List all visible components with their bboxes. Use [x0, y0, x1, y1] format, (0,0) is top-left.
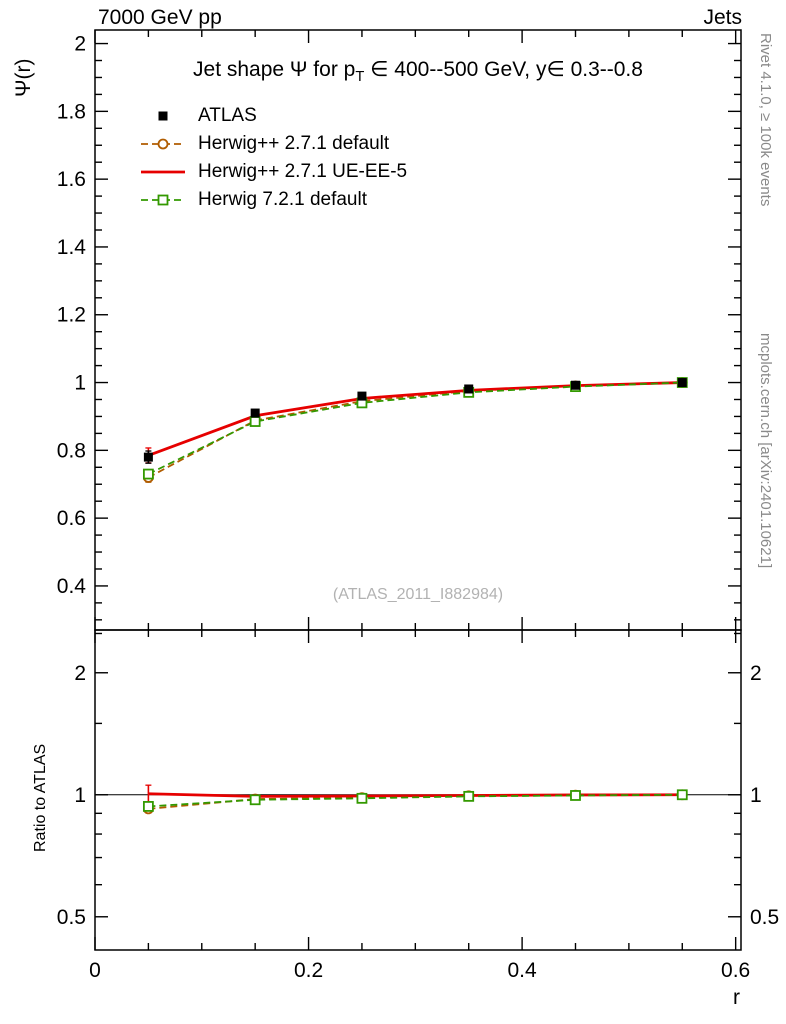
- legend-item-herwig-2-7-1-default: Herwig++ 2.7.1 default: [140, 132, 407, 156]
- mcplots-banner: mcplots.cern.ch [arXiv:2401.10621]: [757, 333, 774, 569]
- series-line-herwig-7-2-1-default: [147, 381, 683, 475]
- plot-title-subscript: T: [355, 69, 365, 86]
- legend: ATLAS Herwig++ 2.7.1 default Herwig++ 2.7.…: [140, 104, 407, 212]
- plot-title-rest: ∈ 400--500 GeV, y∈ 0.3--0.8: [364, 58, 643, 81]
- main-y-tick-label: 2: [74, 33, 86, 56]
- y-axis-label-main: Ψ(r): [12, 58, 35, 97]
- axes: 0.4 0.6 0.8 1 1.2 1.4 1.6 1.8 2 0.5 0.5 1 1 2 2 0 0.2 0.4…: [57, 29, 779, 982]
- legend-item-atlas: ATLAS: [140, 104, 407, 128]
- legend-label: ATLAS: [198, 105, 257, 126]
- y-axis-label-ratio: Ratio to ATLAS: [32, 743, 49, 852]
- legend-sample-herwig-2-7-1-default: [141, 138, 185, 150]
- ratio-y-tick-label-left: 0.5: [57, 906, 86, 929]
- ratio-series-herwig-7-2-1-default: [142, 789, 688, 812]
- series-points-atlas: [143, 378, 687, 464]
- main-y-tick-label: 0.6: [57, 507, 86, 530]
- legend-item-herwig-2-7-1-ue-ee-5: Herwig++ 2.7.1 UE-EE-5: [140, 160, 407, 184]
- main-y-tick-label: 1.6: [57, 168, 86, 191]
- legend-sample-atlas: [158, 111, 168, 121]
- x-tick-label: 0: [89, 959, 101, 982]
- ratio-y-tick-label-left: 2: [74, 662, 86, 685]
- legend-label: Herwig++ 2.7.1 default: [198, 133, 390, 154]
- legend-label: Herwig 7.2.1 default: [198, 189, 367, 210]
- main-y-tick-label: 1.8: [57, 100, 86, 123]
- ratio-panel-frame: [94, 629, 742, 951]
- x-tick-label: 0.4: [508, 959, 538, 982]
- ratio-y-tick-label-right: 2: [750, 662, 762, 685]
- beam-energy-label: 7000 GeV pp: [98, 6, 222, 29]
- analysis-group-label: Jets: [703, 6, 742, 29]
- plot-title: Jet shape Ψ for pT ∈ 400--500 GeV, y∈ 0.…: [95, 57, 741, 85]
- ratio-panel-series: [142, 784, 688, 815]
- plot-title-main: Jet shape Ψ for p: [193, 58, 356, 81]
- main-y-tick-label: 0.8: [57, 439, 86, 462]
- ratio-series-herwig-2-7-1-ue-ee-5: [145, 784, 686, 804]
- main-panel-series: [142, 377, 688, 483]
- analysis-id-watermark: (ATLAS_2011_I882984): [332, 586, 504, 603]
- legend-sample-herwig-2-7-1-ue-ee-5: [141, 170, 185, 174]
- legend-item-herwig-7-2-1-default: Herwig 7.2.1 default: [140, 188, 407, 212]
- ratio-y-tick-label-right: 1: [750, 784, 762, 807]
- x-tick-label: 0.6: [721, 959, 750, 982]
- main-y-tick-label: 1.4: [57, 236, 87, 259]
- main-y-tick-label: 1.2: [57, 304, 86, 327]
- x-tick-label: 0.2: [294, 959, 323, 982]
- main-y-tick-label: 1: [74, 372, 86, 395]
- ratio-y-tick-label-right: 0.5: [750, 906, 779, 929]
- rivet-version-banner: Rivet 4.1.0, ≥ 100k events: [757, 33, 774, 207]
- legend-label: Herwig++ 2.7.1 UE-EE-5: [198, 161, 408, 182]
- legend-sample-herwig-7-2-1-default: [141, 194, 185, 206]
- main-y-tick-label: 0.4: [57, 575, 87, 598]
- ratio-y-tick-label-left: 1: [74, 784, 86, 807]
- series-line-herwig-2-7-1-ue-ee-5: [147, 381, 683, 457]
- x-axis-label: r: [733, 986, 740, 1009]
